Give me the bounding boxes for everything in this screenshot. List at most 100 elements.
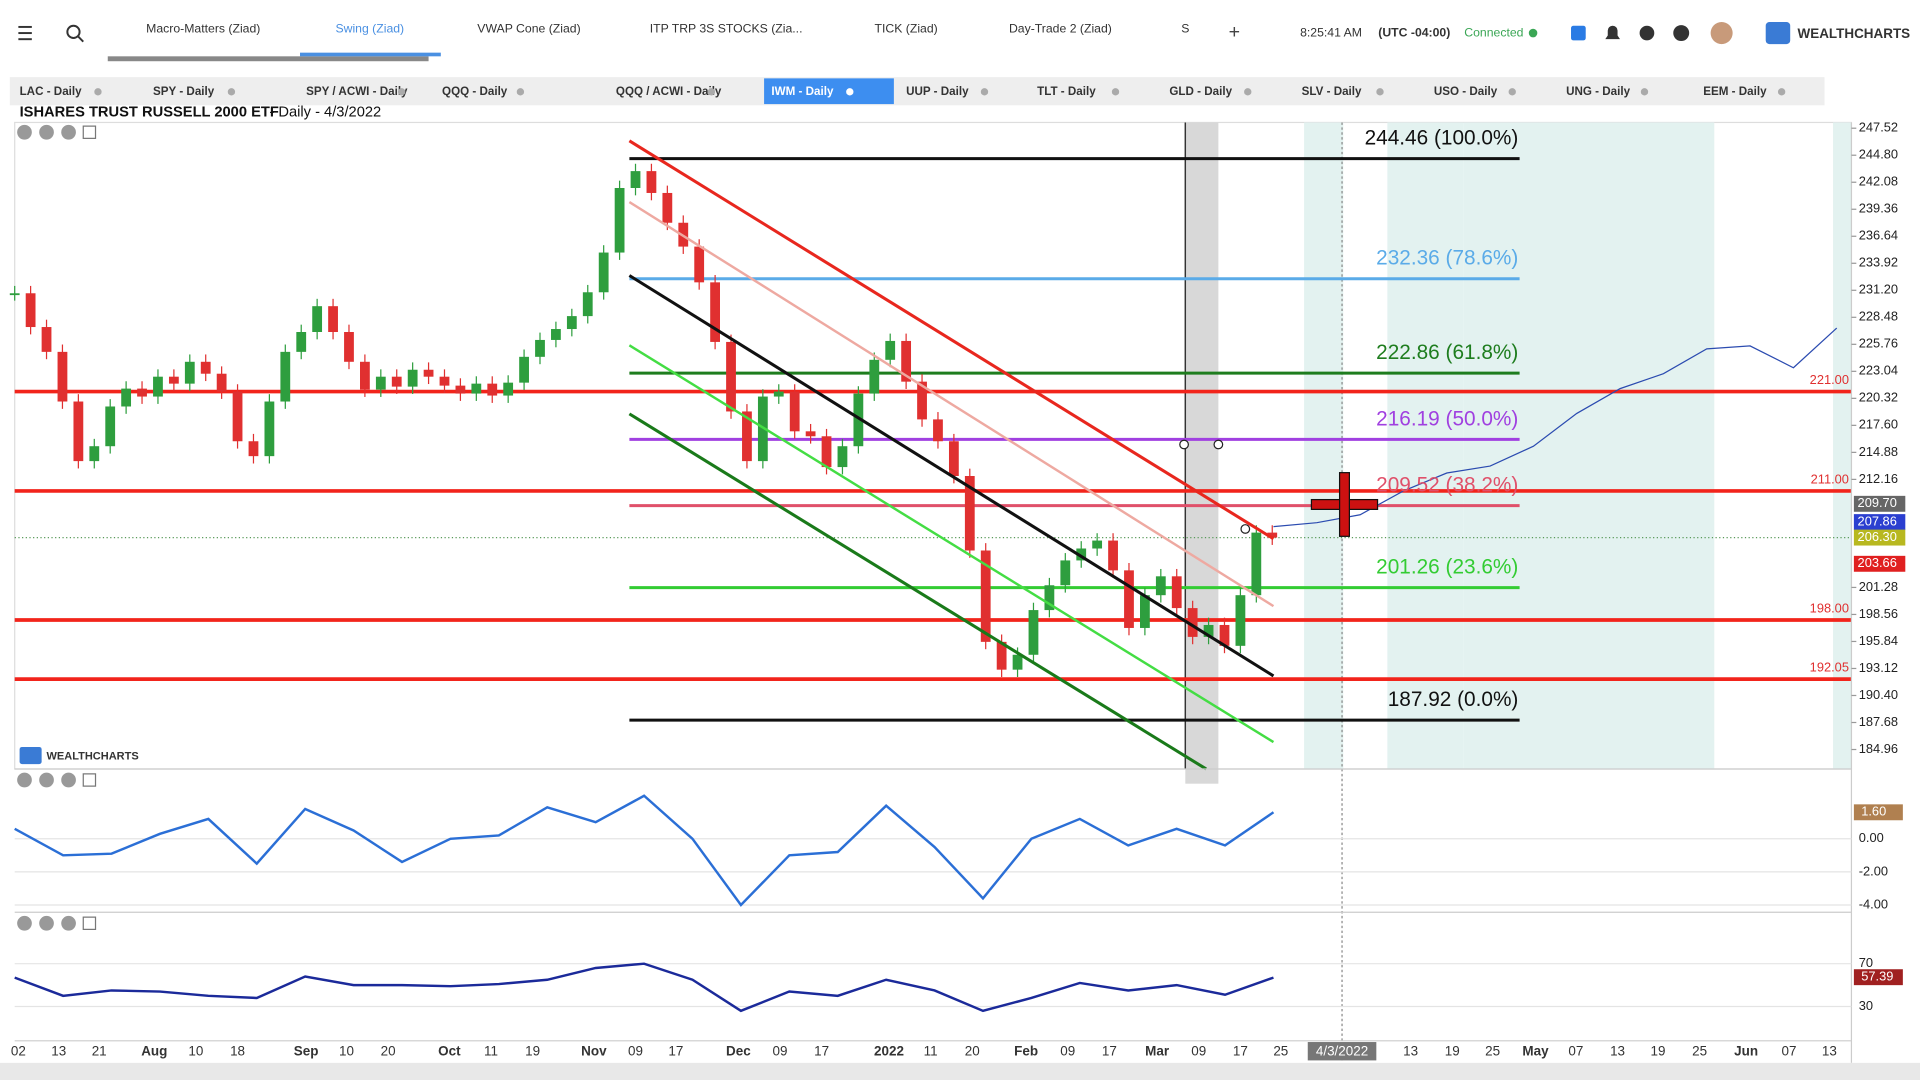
tab-scroll xyxy=(107,56,429,62)
panel-controls[interactable] xyxy=(17,124,97,931)
bell-icon[interactable] xyxy=(1605,25,1620,40)
x-tick-label: 13 xyxy=(1403,1043,1418,1058)
x-tick-label: 18 xyxy=(230,1043,245,1058)
help-icon[interactable] xyxy=(1673,25,1690,42)
x-tick-label: Nov xyxy=(581,1043,607,1058)
candle xyxy=(232,391,243,442)
candle xyxy=(614,187,625,253)
tab-close[interactable] xyxy=(1777,88,1786,96)
top-bar xyxy=(0,0,1920,67)
trend-line-green xyxy=(628,344,1275,744)
price-tick-label: 190.40 xyxy=(1859,687,1898,702)
trend-channel-mid xyxy=(628,201,1275,608)
workspace-tab[interactable]: S xyxy=(1181,22,1189,36)
add-tab[interactable]: + xyxy=(1229,21,1240,43)
tab-close[interactable] xyxy=(1111,88,1120,96)
tab-close[interactable] xyxy=(397,88,406,96)
chart-tab[interactable]: UNG - Daily xyxy=(1566,85,1630,98)
x-tick-label: 07 xyxy=(1568,1043,1583,1058)
anchor-point[interactable] xyxy=(1179,439,1189,450)
chart-tab[interactable]: LAC - Daily xyxy=(20,85,83,98)
candle xyxy=(503,382,514,396)
candle xyxy=(391,376,402,387)
workspace-tab[interactable]: Swing (Ziad) xyxy=(335,22,404,36)
price-flag-label: 203.66 xyxy=(1858,555,1897,570)
settings-icon[interactable] xyxy=(1639,25,1655,41)
tab-close[interactable] xyxy=(1244,88,1252,96)
chart-title: ISHARES TRUST RUSSELL 2000 ETF xyxy=(20,105,279,121)
fib-label: 244.46 (100.0%) xyxy=(1365,127,1519,150)
chart-tab[interactable]: QQQ / ACWI - Daily xyxy=(616,85,722,98)
tab-close[interactable] xyxy=(707,88,716,96)
menu-icon[interactable] xyxy=(18,25,32,41)
candle xyxy=(726,341,736,412)
price-tick-label: 193.12 xyxy=(1859,660,1898,675)
x-tick-label: 11 xyxy=(924,1043,938,1058)
tab-close[interactable] xyxy=(516,88,525,96)
workspace-tab[interactable]: VWAP Cone (Ziad) xyxy=(477,22,580,36)
candle xyxy=(1124,570,1134,628)
workspace-tab[interactable]: Macro-Matters (Ziad) xyxy=(146,22,260,36)
osc-flag xyxy=(1853,804,1903,821)
chart-tab[interactable]: UUP - Daily xyxy=(906,85,969,98)
price-tick-label: 233.92 xyxy=(1859,255,1898,270)
candle xyxy=(328,306,338,333)
x-tick-label: 19 xyxy=(1650,1043,1665,1058)
tab-close[interactable] xyxy=(1376,88,1384,96)
save-icon[interactable] xyxy=(1571,25,1586,41)
tab-close[interactable] xyxy=(846,88,854,96)
osc-flag xyxy=(1853,969,1903,986)
chart-tab[interactable]: GLD - Daily xyxy=(1169,85,1232,98)
x-tick-label: 09 xyxy=(1060,1043,1075,1058)
workspace-tab[interactable]: Day-Trade 2 (Ziad) xyxy=(1009,22,1112,36)
price-tick-label: 187.68 xyxy=(1859,714,1898,729)
price-flag xyxy=(1853,555,1906,572)
chart-tab[interactable]: QQQ - Daily xyxy=(442,85,508,98)
candle xyxy=(646,171,657,193)
chart-tab[interactable]: SPY - Daily xyxy=(153,85,215,98)
bottom-bar xyxy=(0,1062,1920,1080)
candle xyxy=(184,361,195,384)
x-tick-label: 09 xyxy=(1191,1043,1206,1058)
chart-tab[interactable]: SLV - Daily xyxy=(1302,85,1362,98)
level-label: 198.00 xyxy=(1810,600,1849,615)
workspace-tab[interactable]: TICK (Ziad) xyxy=(875,22,938,36)
tab-close[interactable] xyxy=(227,88,236,96)
x-tick-label: 19 xyxy=(1445,1043,1460,1058)
watermark: WEALTHCHARTS xyxy=(47,751,139,763)
x-tick-label: 2022 xyxy=(874,1043,904,1058)
candle xyxy=(296,332,307,352)
candle xyxy=(121,388,132,407)
tab-close[interactable] xyxy=(1640,88,1649,96)
candle xyxy=(1187,608,1198,637)
tab-close[interactable] xyxy=(980,88,989,96)
anchor-point[interactable] xyxy=(1213,439,1224,450)
price-flag-label: 207.86 xyxy=(1858,513,1897,528)
chart-subtitle: - Daily - 4/3/2022 xyxy=(269,105,381,121)
fib-label: 209.52 (38.2%) xyxy=(1376,474,1518,497)
candle xyxy=(869,359,880,394)
osc-tick-label: 30 xyxy=(1859,998,1873,1013)
candle xyxy=(535,339,545,357)
x-tick-label: 25 xyxy=(1485,1043,1500,1058)
avatar[interactable] xyxy=(1710,22,1733,45)
tab-close[interactable] xyxy=(94,88,102,96)
candle xyxy=(248,441,259,457)
chart-tab[interactable]: USO - Daily xyxy=(1434,85,1498,98)
candle xyxy=(1108,540,1118,571)
anchor-point[interactable] xyxy=(1240,524,1251,534)
chart-tab[interactable]: IWM - Daily xyxy=(771,85,834,98)
highlight-band xyxy=(1185,122,1219,784)
tab-close[interactable] xyxy=(1508,88,1516,96)
search-icon[interactable] xyxy=(66,24,84,43)
chart-tab[interactable]: EEM - Daily xyxy=(1703,85,1767,98)
workspace-tab[interactable]: ITP TRP 3S STOCKS (Zia... xyxy=(650,22,803,36)
price-flag-label: 209.70 xyxy=(1858,495,1897,510)
x-tick-label: 19 xyxy=(525,1043,540,1058)
candle xyxy=(1203,624,1214,637)
chart-tab[interactable]: TLT - Daily xyxy=(1037,85,1096,98)
chart-tab[interactable]: SPY / ACWI - Daily xyxy=(306,85,408,98)
price-tick-label: 220.32 xyxy=(1859,390,1898,405)
candle xyxy=(1060,560,1071,586)
candle xyxy=(344,332,354,362)
